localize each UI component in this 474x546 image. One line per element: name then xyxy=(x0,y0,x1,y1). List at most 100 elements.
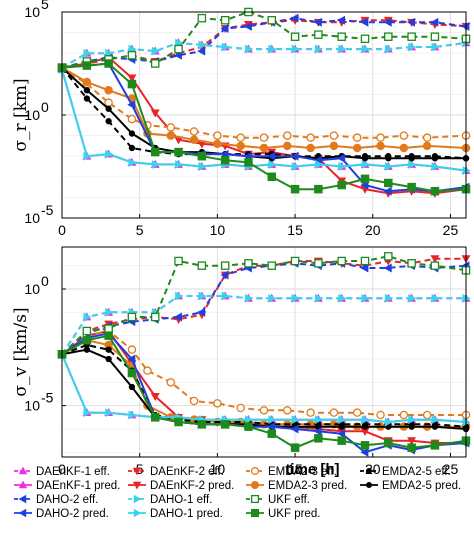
data-point xyxy=(268,159,277,169)
data-point xyxy=(83,408,92,418)
data-point xyxy=(352,408,362,417)
data-point xyxy=(384,32,393,41)
data-point xyxy=(104,331,113,340)
legend-entry: DAHO-1 pred. xyxy=(128,508,223,520)
y-tick-label: 10 xyxy=(24,281,40,297)
legend-marker xyxy=(133,494,142,504)
data-point xyxy=(408,415,417,425)
data-point xyxy=(128,410,137,420)
series-line xyxy=(61,329,466,416)
data-point xyxy=(83,346,91,353)
data-point xyxy=(384,178,393,188)
legend-entry: EMDA2-5 eff. xyxy=(360,466,451,478)
data-point xyxy=(197,420,207,429)
data-point xyxy=(329,141,339,151)
legend-entry: EMDA2-3 eff. xyxy=(246,466,337,478)
data-point xyxy=(245,293,254,303)
data-point xyxy=(268,44,277,54)
data-point xyxy=(150,312,160,322)
data-point xyxy=(189,135,199,144)
y-tick-exponent: 5 xyxy=(41,0,49,12)
data-point xyxy=(197,13,207,23)
data-point xyxy=(291,44,300,54)
data-point xyxy=(174,417,183,427)
legend-marker xyxy=(18,508,27,518)
legend-entry: EMDA2-3 pred. xyxy=(246,480,347,492)
data-point xyxy=(259,143,269,153)
legend-entry: DAEnKF-2 pred. xyxy=(128,480,234,492)
data-point xyxy=(431,415,440,425)
legend-label: DAHO-1 pred. xyxy=(150,508,223,520)
data-point xyxy=(430,17,439,27)
data-point xyxy=(361,423,369,430)
data-point xyxy=(383,17,392,27)
data-point xyxy=(105,105,112,112)
data-point xyxy=(376,133,385,142)
legend: DAEnKF-1 eff. DAEnKF-2 eff. EMDA2-3 eff. EM… xyxy=(14,466,461,520)
legend-label: DAHO-2 eff. xyxy=(36,494,98,506)
data-point xyxy=(291,293,300,303)
data-point xyxy=(290,32,300,41)
data-point xyxy=(244,259,253,268)
data-point xyxy=(174,44,183,54)
data-point xyxy=(213,399,222,408)
data-point xyxy=(352,133,362,142)
data-point xyxy=(290,151,299,161)
data-point xyxy=(430,441,440,450)
data-point xyxy=(352,143,362,153)
data-point xyxy=(337,256,346,266)
legend-entry: EMDA2-5 pred. xyxy=(360,480,461,492)
data-point xyxy=(236,403,245,413)
legend-marker xyxy=(365,467,373,475)
data-point xyxy=(384,162,393,171)
data-point xyxy=(337,15,346,25)
data-point xyxy=(197,151,207,161)
data-point xyxy=(267,172,277,182)
data-point xyxy=(314,434,323,443)
data-point xyxy=(197,46,206,56)
data-point xyxy=(360,441,370,450)
series-line xyxy=(61,262,467,356)
x-tick-label: 25 xyxy=(443,461,459,477)
data-point xyxy=(127,114,137,124)
data-point xyxy=(268,415,277,425)
data-point xyxy=(166,131,176,140)
data-point xyxy=(283,131,292,140)
x-tick-label: 10 xyxy=(210,461,226,477)
x-tick-label: 20 xyxy=(365,222,381,238)
data-point xyxy=(245,415,254,425)
data-point xyxy=(189,127,199,136)
data-point xyxy=(283,141,292,151)
data-point xyxy=(399,410,409,420)
data-point xyxy=(127,51,137,60)
data-point xyxy=(314,30,323,39)
data-point xyxy=(221,42,230,52)
data-point xyxy=(213,139,222,149)
legend-entry: DAHO-2 pred. xyxy=(14,508,109,520)
data-point xyxy=(244,158,253,167)
data-point xyxy=(431,155,439,162)
legend-label: EMDA2-5 pred. xyxy=(382,480,461,492)
legend-entry: DAHO-1 eff. xyxy=(128,494,212,506)
data-point xyxy=(430,255,440,264)
series-line xyxy=(61,66,466,160)
data-point xyxy=(267,15,277,25)
legend-marker xyxy=(250,508,260,518)
data-point xyxy=(407,443,416,452)
data-point xyxy=(430,261,440,270)
data-point xyxy=(82,336,92,345)
series-line xyxy=(61,17,467,69)
legend-label: EMDA2-5 eff. xyxy=(382,466,451,478)
data-point xyxy=(243,21,252,31)
data-point xyxy=(431,423,439,430)
data-point xyxy=(197,307,206,317)
data-point xyxy=(338,44,347,54)
data-point xyxy=(361,159,370,169)
data-point xyxy=(197,261,207,270)
data-point xyxy=(166,378,176,387)
series-line xyxy=(61,19,467,69)
series-line xyxy=(61,348,467,430)
data-point xyxy=(384,44,393,54)
legend-marker xyxy=(18,494,27,504)
data-point xyxy=(236,141,245,151)
